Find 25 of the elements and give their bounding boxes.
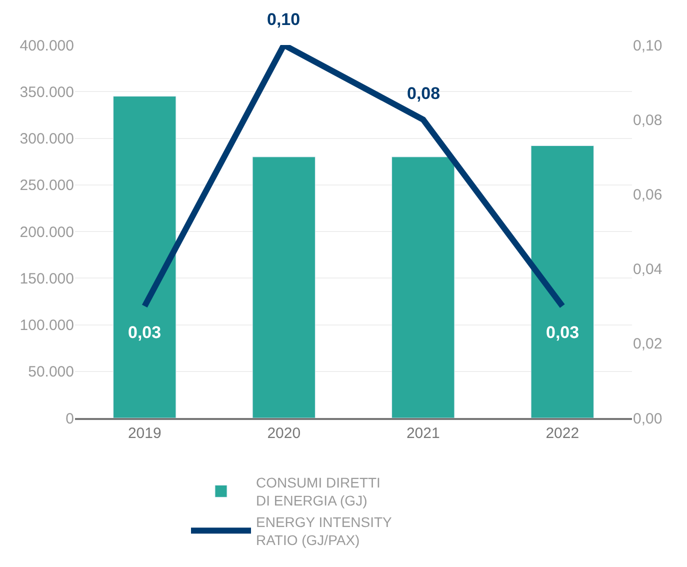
y2-tick-label: 0,02 bbox=[633, 336, 662, 353]
legend-label: CONSUMI DIRETTI DI ENERGIA (GJ) bbox=[256, 474, 380, 509]
y-tick-label: 50.000 bbox=[28, 364, 74, 381]
y-tick-label: 0 bbox=[66, 410, 74, 428]
y-tick-label: 350.000 bbox=[20, 84, 74, 101]
x-tick-label: 2022 bbox=[546, 425, 580, 442]
y-tick-label: 300.000 bbox=[20, 130, 74, 148]
y-tick-label: 400.000 bbox=[20, 37, 74, 54]
x-tick-label: 2021 bbox=[406, 425, 440, 442]
x-tick-label: 2020 bbox=[267, 425, 301, 442]
y2-tick-label: 0,08 bbox=[633, 112, 662, 129]
x-tick-label: 2019 bbox=[128, 425, 162, 442]
y2-tick-label: 0,06 bbox=[633, 186, 662, 204]
y-tick-label: 100.000 bbox=[20, 317, 74, 334]
y-tick-label: 200.000 bbox=[20, 224, 74, 241]
y2-tick-label: 0,10 bbox=[633, 37, 662, 54]
legend-label: ENERGY INTENSITY RATIO (GJ/PAX) bbox=[256, 514, 393, 548]
data-label: 0,08 bbox=[407, 84, 440, 103]
y2-tick-label: 0,04 bbox=[633, 261, 662, 278]
y2-tick-label: 0,00 bbox=[633, 410, 662, 428]
y-tick-label: 150.000 bbox=[20, 270, 74, 288]
data-label: 0,03 bbox=[546, 323, 580, 342]
data-label: 0,10 bbox=[267, 10, 300, 29]
data-label: 0,03 bbox=[128, 323, 162, 342]
y-tick-label: 250.000 bbox=[20, 177, 74, 194]
